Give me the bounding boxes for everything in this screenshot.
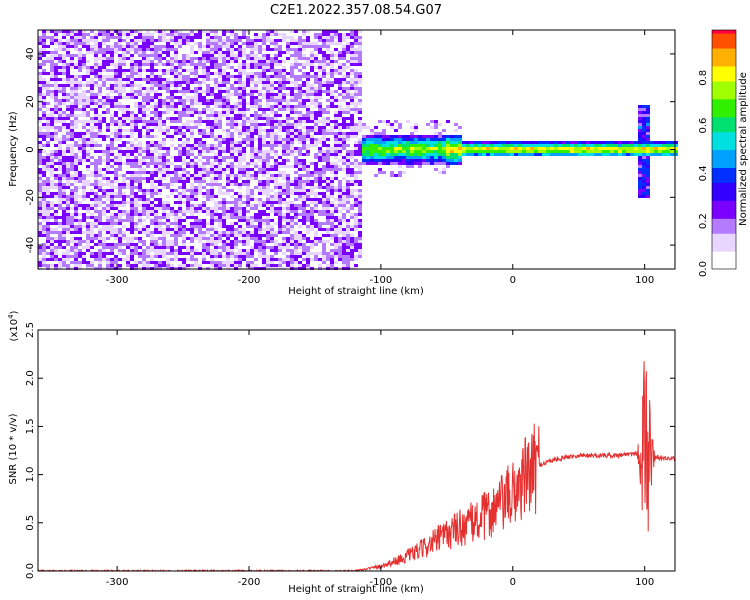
x-tick-label: 100 xyxy=(635,577,654,588)
x-tick-label: -200 xyxy=(238,577,261,588)
spectrogram-ylabel: Frequency (Hz) xyxy=(8,111,19,187)
colorbar-tick-label: 0.8 xyxy=(698,70,709,86)
spectrogram-heatmap xyxy=(38,30,678,270)
colorbar: 0.0 0.2 0.4 0.6 0.8 Normalized spectral ampl… xyxy=(698,29,749,277)
y-tick-label: 1.5 xyxy=(25,418,36,434)
colorbar-ticks: 0.0 0.2 0.4 0.6 0.8 xyxy=(698,29,737,277)
snr-xlabel: Height of straight line (km) xyxy=(288,584,424,595)
colorbar-tick-label: 0.6 xyxy=(698,118,709,134)
spectrogram-xlabel: Height of straight line (km) xyxy=(288,286,424,297)
snr-series-line xyxy=(38,361,675,573)
x-tick-label: -200 xyxy=(238,275,261,286)
colorbar-tick-label: 0.0 xyxy=(698,261,709,277)
spectrogram-panel: -300 -200 -100 0 100 40 20 0 -20 -40 Height of st… xyxy=(8,29,678,297)
y-tick-label: 20 xyxy=(25,95,36,108)
snr-multiplier: (x104) xyxy=(7,310,20,341)
colorbar-gradient xyxy=(712,30,736,270)
x-tick-label: -100 xyxy=(370,275,393,286)
y-tick-label: -20 xyxy=(25,189,36,205)
y-tick-label: 0.5 xyxy=(25,515,36,531)
y-tick-label: 2.5 xyxy=(25,322,36,338)
snr-plot xyxy=(38,361,675,573)
colorbar-label: Normalized spectral amplitude xyxy=(738,72,749,226)
y-tick-label: 0 xyxy=(25,146,36,152)
figure-title: C2E1.2022.357.08.54.G07 xyxy=(270,3,442,18)
y-tick-label: -40 xyxy=(25,237,36,253)
snr-panel: -300 -200 -100 0 100 0.0 0.5 1.0 1.5 2.0 2.5 Heigh… xyxy=(7,310,676,595)
x-tick-label: -300 xyxy=(106,577,129,588)
y-tick-label: 2.0 xyxy=(25,370,36,386)
x-tick-label: 0 xyxy=(510,577,516,588)
colorbar-tick-label: 0.2 xyxy=(698,213,709,229)
x-tick-label: -300 xyxy=(106,275,129,286)
snr-axes: -300 -200 -100 0 100 0.0 0.5 1.0 1.5 2.0 2.5 xyxy=(25,322,676,588)
x-tick-label: 100 xyxy=(635,275,654,286)
y-tick-label: 0.0 xyxy=(25,563,36,579)
colorbar-tick-label: 0.4 xyxy=(698,165,709,181)
spectrogram-axes: -300 -200 -100 0 100 40 20 0 -20 -40 xyxy=(25,29,676,286)
y-tick-label: 1.0 xyxy=(25,467,36,483)
x-tick-label: 0 xyxy=(510,275,516,286)
x-tick-label: -100 xyxy=(370,577,393,588)
snr-ylabel: SNR (10 * v/v) xyxy=(8,413,19,484)
y-tick-label: 40 xyxy=(25,48,36,61)
